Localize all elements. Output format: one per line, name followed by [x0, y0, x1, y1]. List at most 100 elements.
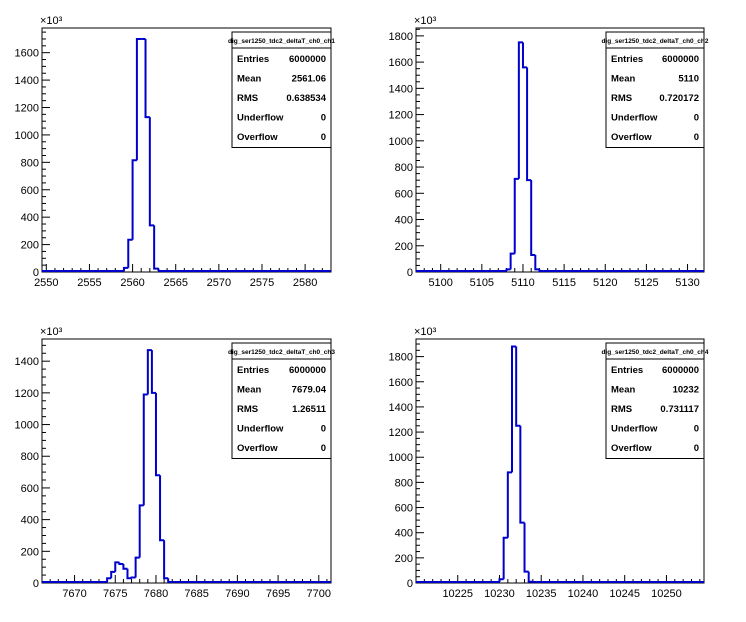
stats-value: 6000000: [289, 365, 326, 376]
histogram-bin: [153, 225, 159, 270]
stats-value: 6000000: [662, 54, 699, 65]
histogram-name: dig_ser1250_tdc2_deltaT_ch0_ch2: [602, 38, 709, 45]
histogram-bin: [150, 350, 156, 394]
histogram-bin: [159, 475, 165, 542]
histogram-bin: [142, 393, 148, 506]
x-tick-label: 10230: [484, 588, 515, 600]
x-tick-label: 10225: [442, 588, 473, 600]
y-tick-label: 600: [21, 483, 39, 495]
histogram-pad: 5100 5105 5110 5115 5120 5125 5130 0 200 400 600 80…: [389, 15, 709, 289]
stats-label: RMS: [611, 93, 632, 104]
y-tick-label: 1400: [389, 402, 413, 414]
stats-label: Entries: [611, 365, 643, 376]
histogram-bin: [130, 576, 136, 579]
histogram-bin: [146, 349, 152, 395]
stats-label: Mean: [237, 385, 261, 396]
y-tick-label: 1800: [389, 31, 413, 43]
stats-label: Underflow: [237, 424, 284, 435]
stats-label: Mean: [611, 385, 635, 396]
y-tick-label: 0: [407, 578, 413, 590]
y-multiplier-label: ×10³: [40, 326, 63, 338]
x-tick-label: 7685: [184, 588, 208, 600]
histogram-bin: [126, 568, 132, 580]
stats-value: 0.731117: [660, 404, 699, 415]
histogram-bin: [502, 536, 508, 580]
histogram-bin: [106, 577, 112, 582]
x-tick-label: 10240: [568, 588, 599, 600]
stats-box: dig_ser1250_tdc2_deltaT_ch0_ch1 Entries 60…: [228, 31, 335, 148]
stats-box-frame: [605, 342, 705, 459]
x-tick-label: 5100: [428, 277, 452, 289]
y-tick-label: 0: [33, 267, 39, 279]
stats-value: 0: [694, 132, 699, 143]
stats-box: dig_ser1250_tdc2_deltaT_ch0_ch4 Entries 60…: [602, 342, 709, 459]
histogram-bin: [163, 540, 169, 580]
histogram-bin: [521, 42, 528, 69]
histogram-bin: [505, 268, 511, 271]
stats-value: 1.26511: [292, 404, 327, 415]
stats-label: RMS: [237, 93, 258, 104]
y-tick-label: 400: [395, 528, 413, 540]
x-tick-label: 2580: [293, 277, 317, 289]
histogram-bin: [114, 561, 120, 572]
stats-value: 0: [321, 424, 326, 435]
y-tick-label: 800: [395, 162, 413, 174]
y-tick-label: 200: [21, 240, 39, 252]
y-tick-label: 1000: [389, 452, 413, 464]
x-tick-label: 2565: [163, 277, 187, 289]
y-tick-label: 600: [395, 188, 413, 200]
stats-label: Underflow: [611, 113, 658, 124]
histogram-bin: [498, 578, 504, 582]
x-tick-label: 7670: [62, 588, 86, 600]
histogram-bin: [530, 180, 536, 256]
histogram-bin: [148, 117, 155, 227]
stats-label: Entries: [611, 54, 643, 65]
y-tick-label: 1200: [15, 388, 39, 400]
stats-label: Underflow: [237, 113, 284, 124]
histogram-bin: [138, 504, 144, 558]
stats-label: Overflow: [237, 443, 278, 454]
x-tick-label: 10235: [526, 588, 557, 600]
y-tick-label: 1200: [15, 103, 39, 115]
y-tick-label: 200: [395, 553, 413, 565]
y-multiplier-label: ×10³: [414, 326, 437, 338]
x-tick-label: 5130: [675, 277, 699, 289]
histogram-bin: [515, 346, 521, 427]
stats-box-frame: [231, 342, 332, 459]
x-tick-label: 5125: [634, 277, 658, 289]
stats-value: 6000000: [289, 54, 326, 65]
x-tick-label: 5120: [593, 277, 617, 289]
x-tick-label: 7695: [266, 588, 290, 600]
stats-label: Mean: [237, 74, 261, 85]
stats-value: 10232: [673, 385, 699, 396]
stats-label: RMS: [611, 404, 632, 415]
y-multiplier-label: ×10³: [414, 15, 437, 27]
y-tick-label: 600: [395, 503, 413, 515]
histogram-bin: [127, 238, 133, 268]
x-tick-label: 2575: [250, 277, 274, 289]
y-tick-label: 400: [21, 515, 39, 527]
histogram-bin: [154, 392, 161, 477]
y-tick-label: 1000: [389, 136, 413, 148]
y-tick-label: 800: [395, 477, 413, 489]
y-tick-label: 800: [21, 451, 39, 463]
stats-value: 2561.06: [292, 74, 326, 85]
stats-label: Overflow: [611, 132, 652, 143]
y-tick-label: 1200: [389, 427, 413, 439]
x-tick-label: 2570: [207, 277, 231, 289]
stats-label: Entries: [237, 54, 269, 65]
histogram-pad: 10225 10230 10235 10240 10245 10250 0 200 400 600…: [389, 326, 709, 600]
stats-label: Entries: [237, 365, 269, 376]
x-tick-label: 5105: [470, 277, 494, 289]
y-tick-label: 1600: [389, 377, 413, 389]
stats-value: 5110: [678, 74, 699, 85]
histogram-bin: [110, 570, 116, 579]
histogram-name: dig_ser1250_tdc2_deltaT_ch0_ch4: [602, 349, 709, 356]
y-tick-label: 1000: [15, 130, 39, 142]
stats-value: 0: [321, 113, 326, 124]
histogram-bin: [534, 254, 540, 271]
histogram-name: dig_ser1250_tdc2_deltaT_ch0_ch1: [228, 38, 335, 45]
y-tick-label: 1400: [15, 75, 39, 87]
histogram-bin: [135, 37, 142, 161]
